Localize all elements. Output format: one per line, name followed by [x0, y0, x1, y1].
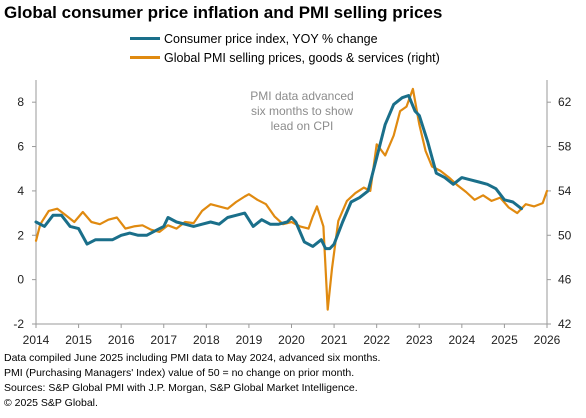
annotation-line-1: PMI data advanced	[250, 89, 353, 103]
x-tick-label: 2018	[193, 333, 220, 347]
left-tick-label: 6	[17, 140, 24, 154]
left-tick-label: 4	[17, 184, 24, 198]
annotation-line-3: lead on CPI	[271, 119, 334, 133]
legend-swatch-pmi	[130, 56, 160, 59]
annotation-line-2: six months to show	[251, 104, 353, 118]
legend-swatch-cpi	[130, 37, 160, 40]
x-tick-label: 2024	[448, 333, 475, 347]
right-tick-label: 50	[558, 228, 572, 242]
footer-line-sources: Sources: S&P Global PMI with J.P. Morgan…	[4, 382, 358, 394]
footer-line-data: Data compiled June 2025 including PMI da…	[4, 352, 381, 364]
right-tick-label: 54	[558, 184, 572, 198]
x-tick-label: 2025	[491, 333, 518, 347]
x-tick-label: 2014	[23, 333, 50, 347]
right-tick-label: 62	[558, 95, 572, 109]
x-tick-label: 2022	[363, 333, 390, 347]
legend: Consumer price index, YOY % change Globa…	[130, 29, 440, 67]
series-line-pmi	[34, 87, 549, 311]
series-line-cpi	[34, 94, 523, 251]
x-tick-label: 2026	[534, 333, 561, 347]
legend-item-cpi: Consumer price index, YOY % change	[130, 29, 440, 48]
x-tick-label: 2015	[65, 333, 92, 347]
x-tick-label: 2019	[236, 333, 263, 347]
x-tick-label: 2023	[406, 333, 433, 347]
legend-label-cpi: Consumer price index, YOY % change	[164, 31, 378, 46]
right-tick-label: 42	[558, 317, 572, 331]
left-tick-label: 0	[17, 273, 24, 287]
left-tick-label: -2	[13, 317, 24, 331]
legend-item-pmi: Global PMI selling prices, goods & servi…	[130, 48, 440, 67]
legend-label-pmi: Global PMI selling prices, goods & servi…	[164, 50, 440, 65]
left-tick-label: 8	[17, 95, 24, 109]
x-tick-label: 2017	[150, 333, 177, 347]
right-tick-label: 46	[558, 273, 572, 287]
right-tick-label: 58	[558, 140, 572, 154]
x-tick-label: 2016	[108, 333, 135, 347]
x-tick-label: 2021	[321, 333, 348, 347]
footer-notes: Data compiled June 2025 including PMI da…	[4, 351, 380, 411]
x-tick-label: 2020	[278, 333, 305, 347]
chart-title: Global consumer price inflation and PMI …	[4, 3, 443, 22]
footer-line-copyright: © 2025 S&P Global.	[4, 397, 98, 409]
left-tick-label: 2	[17, 228, 24, 242]
footer-line-pmi-definition: PMI (Purchasing Managers' Index) value o…	[4, 367, 355, 379]
